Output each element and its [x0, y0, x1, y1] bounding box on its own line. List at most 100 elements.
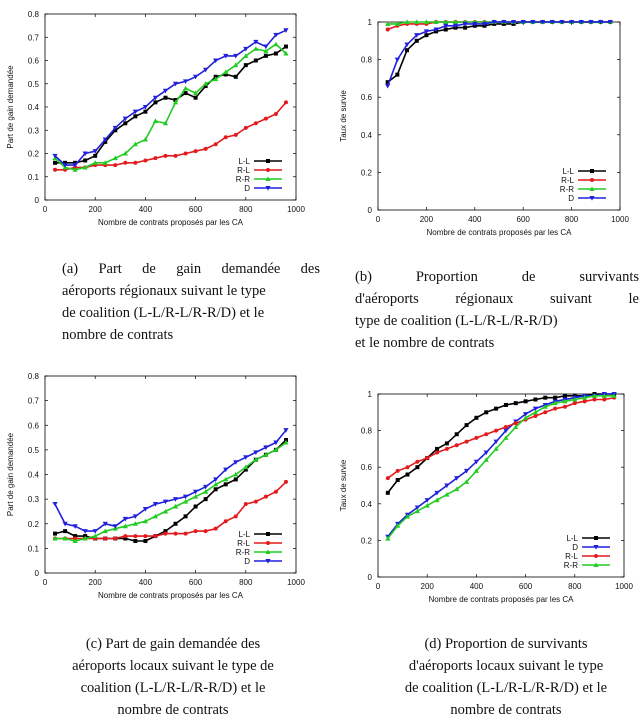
- data-point: [183, 531, 188, 536]
- data-point: [405, 48, 410, 53]
- data-point: [243, 502, 248, 507]
- plot-frame: [377, 21, 621, 211]
- caption-c-line: (c) Part de gain demandée des: [85, 636, 261, 652]
- caption-b-line: d'aéroports régionaux suivant le: [355, 291, 639, 307]
- y-tick-label: 0.8: [361, 427, 373, 436]
- data-point: [163, 153, 168, 158]
- data-point: [385, 80, 390, 85]
- data-point: [203, 489, 209, 494]
- data-point: [213, 487, 218, 492]
- data-point: [143, 538, 148, 543]
- data-point: [539, 20, 546, 25]
- y-tick-label: 0: [35, 196, 40, 205]
- data-point: [153, 156, 158, 161]
- x-tick-label: 800: [568, 582, 582, 591]
- data-point: [273, 447, 279, 452]
- data-point: [385, 83, 391, 89]
- data-point: [414, 38, 419, 43]
- data-point: [434, 490, 440, 496]
- data-point: [494, 406, 499, 411]
- data-point: [182, 79, 189, 85]
- series-l-l: [385, 20, 613, 85]
- data-point: [223, 482, 228, 487]
- data-point: [484, 410, 489, 415]
- x-tick-label: 0: [376, 215, 381, 224]
- data-point: [193, 489, 199, 495]
- caption-c-line: coalition (L-L/R-L/R-R/D) et le: [80, 680, 266, 696]
- data-point: [263, 116, 268, 121]
- data-point: [283, 44, 288, 49]
- legend-label: R-L: [237, 539, 250, 548]
- data-point: [520, 20, 526, 25]
- data-point: [385, 27, 390, 32]
- chart-panel-d: 0 0.2 0.4 0.6 0.8 1 0 200 400 600 800 1000 Nombre de…: [330, 380, 644, 615]
- data-point: [462, 21, 468, 27]
- legend-label: R-L: [237, 166, 250, 175]
- data-point: [123, 536, 128, 541]
- y-tick-label: 0.8: [28, 10, 40, 19]
- data-point: [443, 23, 449, 29]
- data-point: [572, 396, 578, 402]
- x-tick-label: 0: [43, 578, 48, 587]
- data-point: [133, 114, 138, 119]
- data-point: [265, 176, 271, 181]
- data-point: [243, 63, 248, 68]
- series-line: [386, 21, 611, 87]
- data-point: [533, 413, 538, 418]
- data-point: [562, 398, 568, 404]
- data-point: [414, 505, 420, 511]
- y-tick-label: 1: [368, 390, 373, 399]
- series-l-l: [53, 44, 288, 165]
- series-r-r: [385, 393, 617, 541]
- caption-d: (d) Proportion de survivants d'aéroports …: [356, 633, 644, 721]
- data-point: [494, 428, 499, 433]
- caption-b-line: type de coalition (L-L/R-L/R-R/D): [355, 313, 558, 329]
- data-point: [394, 57, 400, 63]
- x-tick-label: 800: [565, 215, 579, 224]
- y-tick-label: 0.4: [28, 471, 40, 480]
- data-point: [72, 167, 78, 172]
- series-line: [54, 29, 287, 166]
- data-point: [253, 450, 259, 455]
- data-point: [92, 149, 98, 154]
- data-point: [182, 85, 189, 91]
- plot-frame: [44, 13, 297, 201]
- data-point: [283, 439, 289, 445]
- data-point: [112, 155, 118, 161]
- series-line: [55, 481, 287, 540]
- x-tick-label: 400: [139, 205, 153, 214]
- x-tick-label: 1000: [287, 205, 305, 214]
- data-point: [405, 472, 410, 477]
- data-point: [172, 81, 179, 87]
- data-point: [73, 160, 78, 165]
- data-point: [385, 490, 390, 495]
- data-point: [143, 534, 148, 539]
- data-point: [463, 468, 470, 474]
- data-point: [133, 538, 138, 543]
- data-point: [153, 100, 158, 105]
- data-point: [73, 534, 78, 539]
- data-point: [503, 424, 508, 429]
- data-point: [82, 529, 88, 534]
- data-point: [414, 508, 420, 514]
- x-tick-label: 0: [376, 582, 381, 591]
- data-point: [152, 513, 159, 519]
- data-point: [404, 514, 411, 519]
- data-point: [415, 459, 420, 464]
- x-tick-label: 0: [43, 205, 48, 214]
- series-line: [387, 396, 615, 479]
- chart-panel-c: 0 0.1 0.2 0.3 0.4 0.5 0.6 0.7 0.8 0 200 400 600 800 10…: [0, 365, 310, 615]
- data-point: [443, 27, 448, 32]
- caption-c: (c) Part de gain demandée des aéroports l…: [28, 633, 318, 721]
- data-point: [559, 20, 565, 25]
- data-point: [481, 21, 488, 27]
- data-point: [52, 502, 58, 507]
- data-point: [182, 494, 189, 500]
- data-point: [464, 423, 469, 428]
- data-point: [473, 459, 479, 465]
- data-point: [562, 404, 567, 409]
- chart-c: 0 0.1 0.2 0.3 0.4 0.5 0.6 0.7 0.8 0 200 400 600 800 10…: [6, 372, 305, 600]
- data-point: [503, 428, 509, 434]
- data-point: [233, 514, 238, 519]
- data-point: [193, 95, 198, 100]
